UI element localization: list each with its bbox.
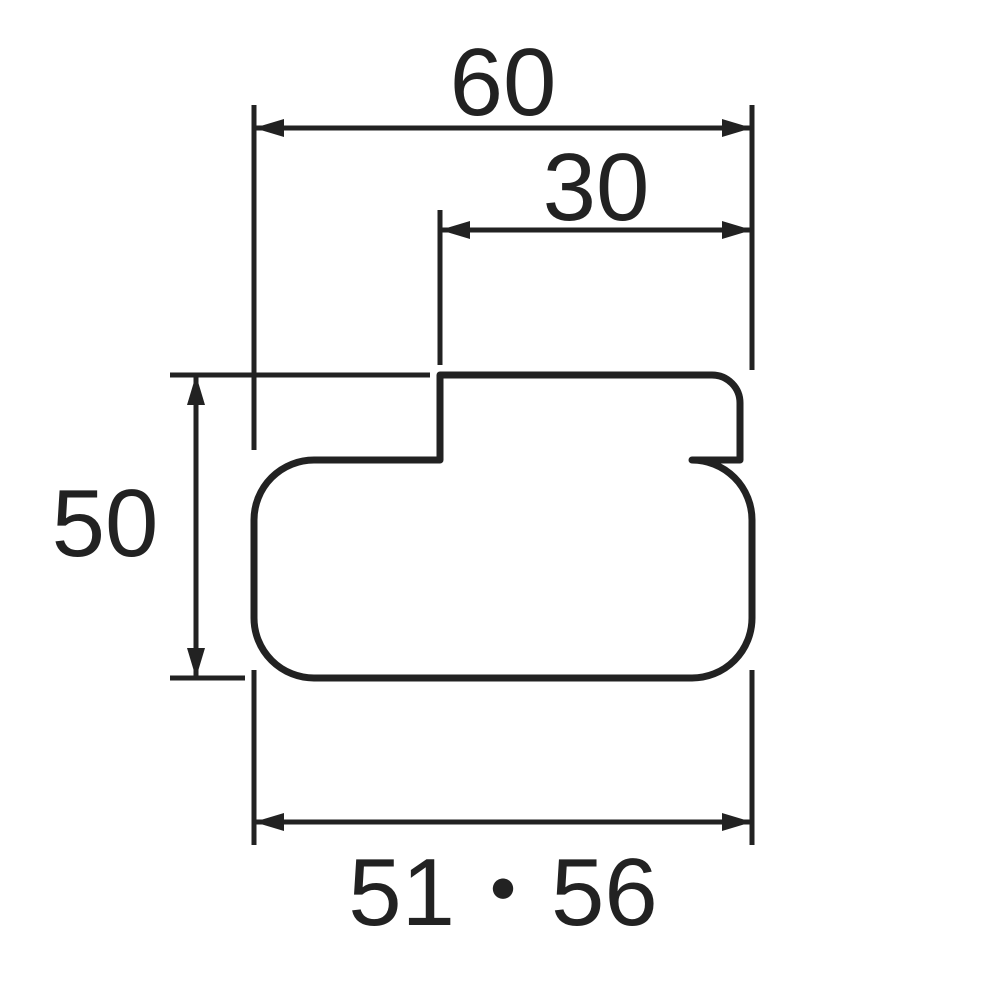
dim-label-51-56: 51・56 xyxy=(348,839,658,946)
dim-label-30: 30 xyxy=(543,134,650,241)
dimension-diagram: 6030 50 51・56 xyxy=(0,0,1000,1000)
dim-label-50: 50 xyxy=(52,470,159,577)
dimension-labels: 6030 50 51・56 xyxy=(52,29,658,946)
dim-label-60: 60 xyxy=(450,29,557,136)
dimension-lines xyxy=(170,105,752,845)
part-outline xyxy=(254,375,752,678)
